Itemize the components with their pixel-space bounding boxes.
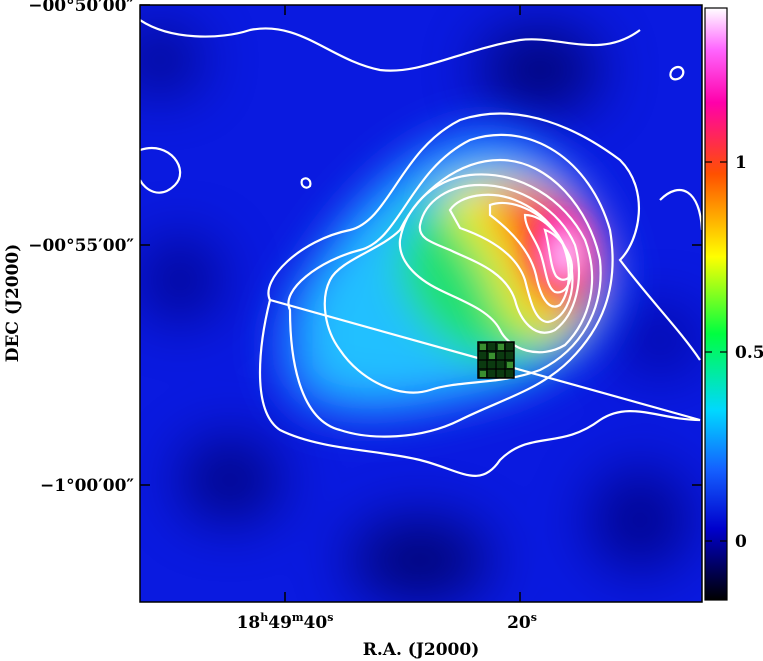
axis-ticks: [140, 4, 702, 602]
y-axis-title: DEC (J2000): [3, 244, 23, 363]
map-image: [140, 5, 702, 602]
grid-marker: [477, 341, 515, 379]
map-frame: [139, 4, 703, 603]
colorbar-ticks: [705, 161, 727, 542]
colorbar-tick-label-1: 1: [735, 153, 747, 173]
colorbar-tick-label-0p5: 0.5: [735, 343, 763, 363]
y-tick-label-mid: −00°55′00″: [28, 236, 134, 256]
x-tick-label-left: 18h49m40s: [237, 611, 334, 633]
x-axis-title: R.A. (J2000): [363, 640, 480, 660]
y-tick-label-bottom: −1°00′00″: [40, 476, 134, 496]
x-tick-label-right: 20s: [507, 611, 537, 633]
colorbar-tick-label-0: 0: [735, 532, 747, 552]
contour-lines: [140, 19, 702, 477]
colorbar: [704, 7, 728, 601]
y-tick-label-top: −00°50′00″: [28, 0, 134, 16]
